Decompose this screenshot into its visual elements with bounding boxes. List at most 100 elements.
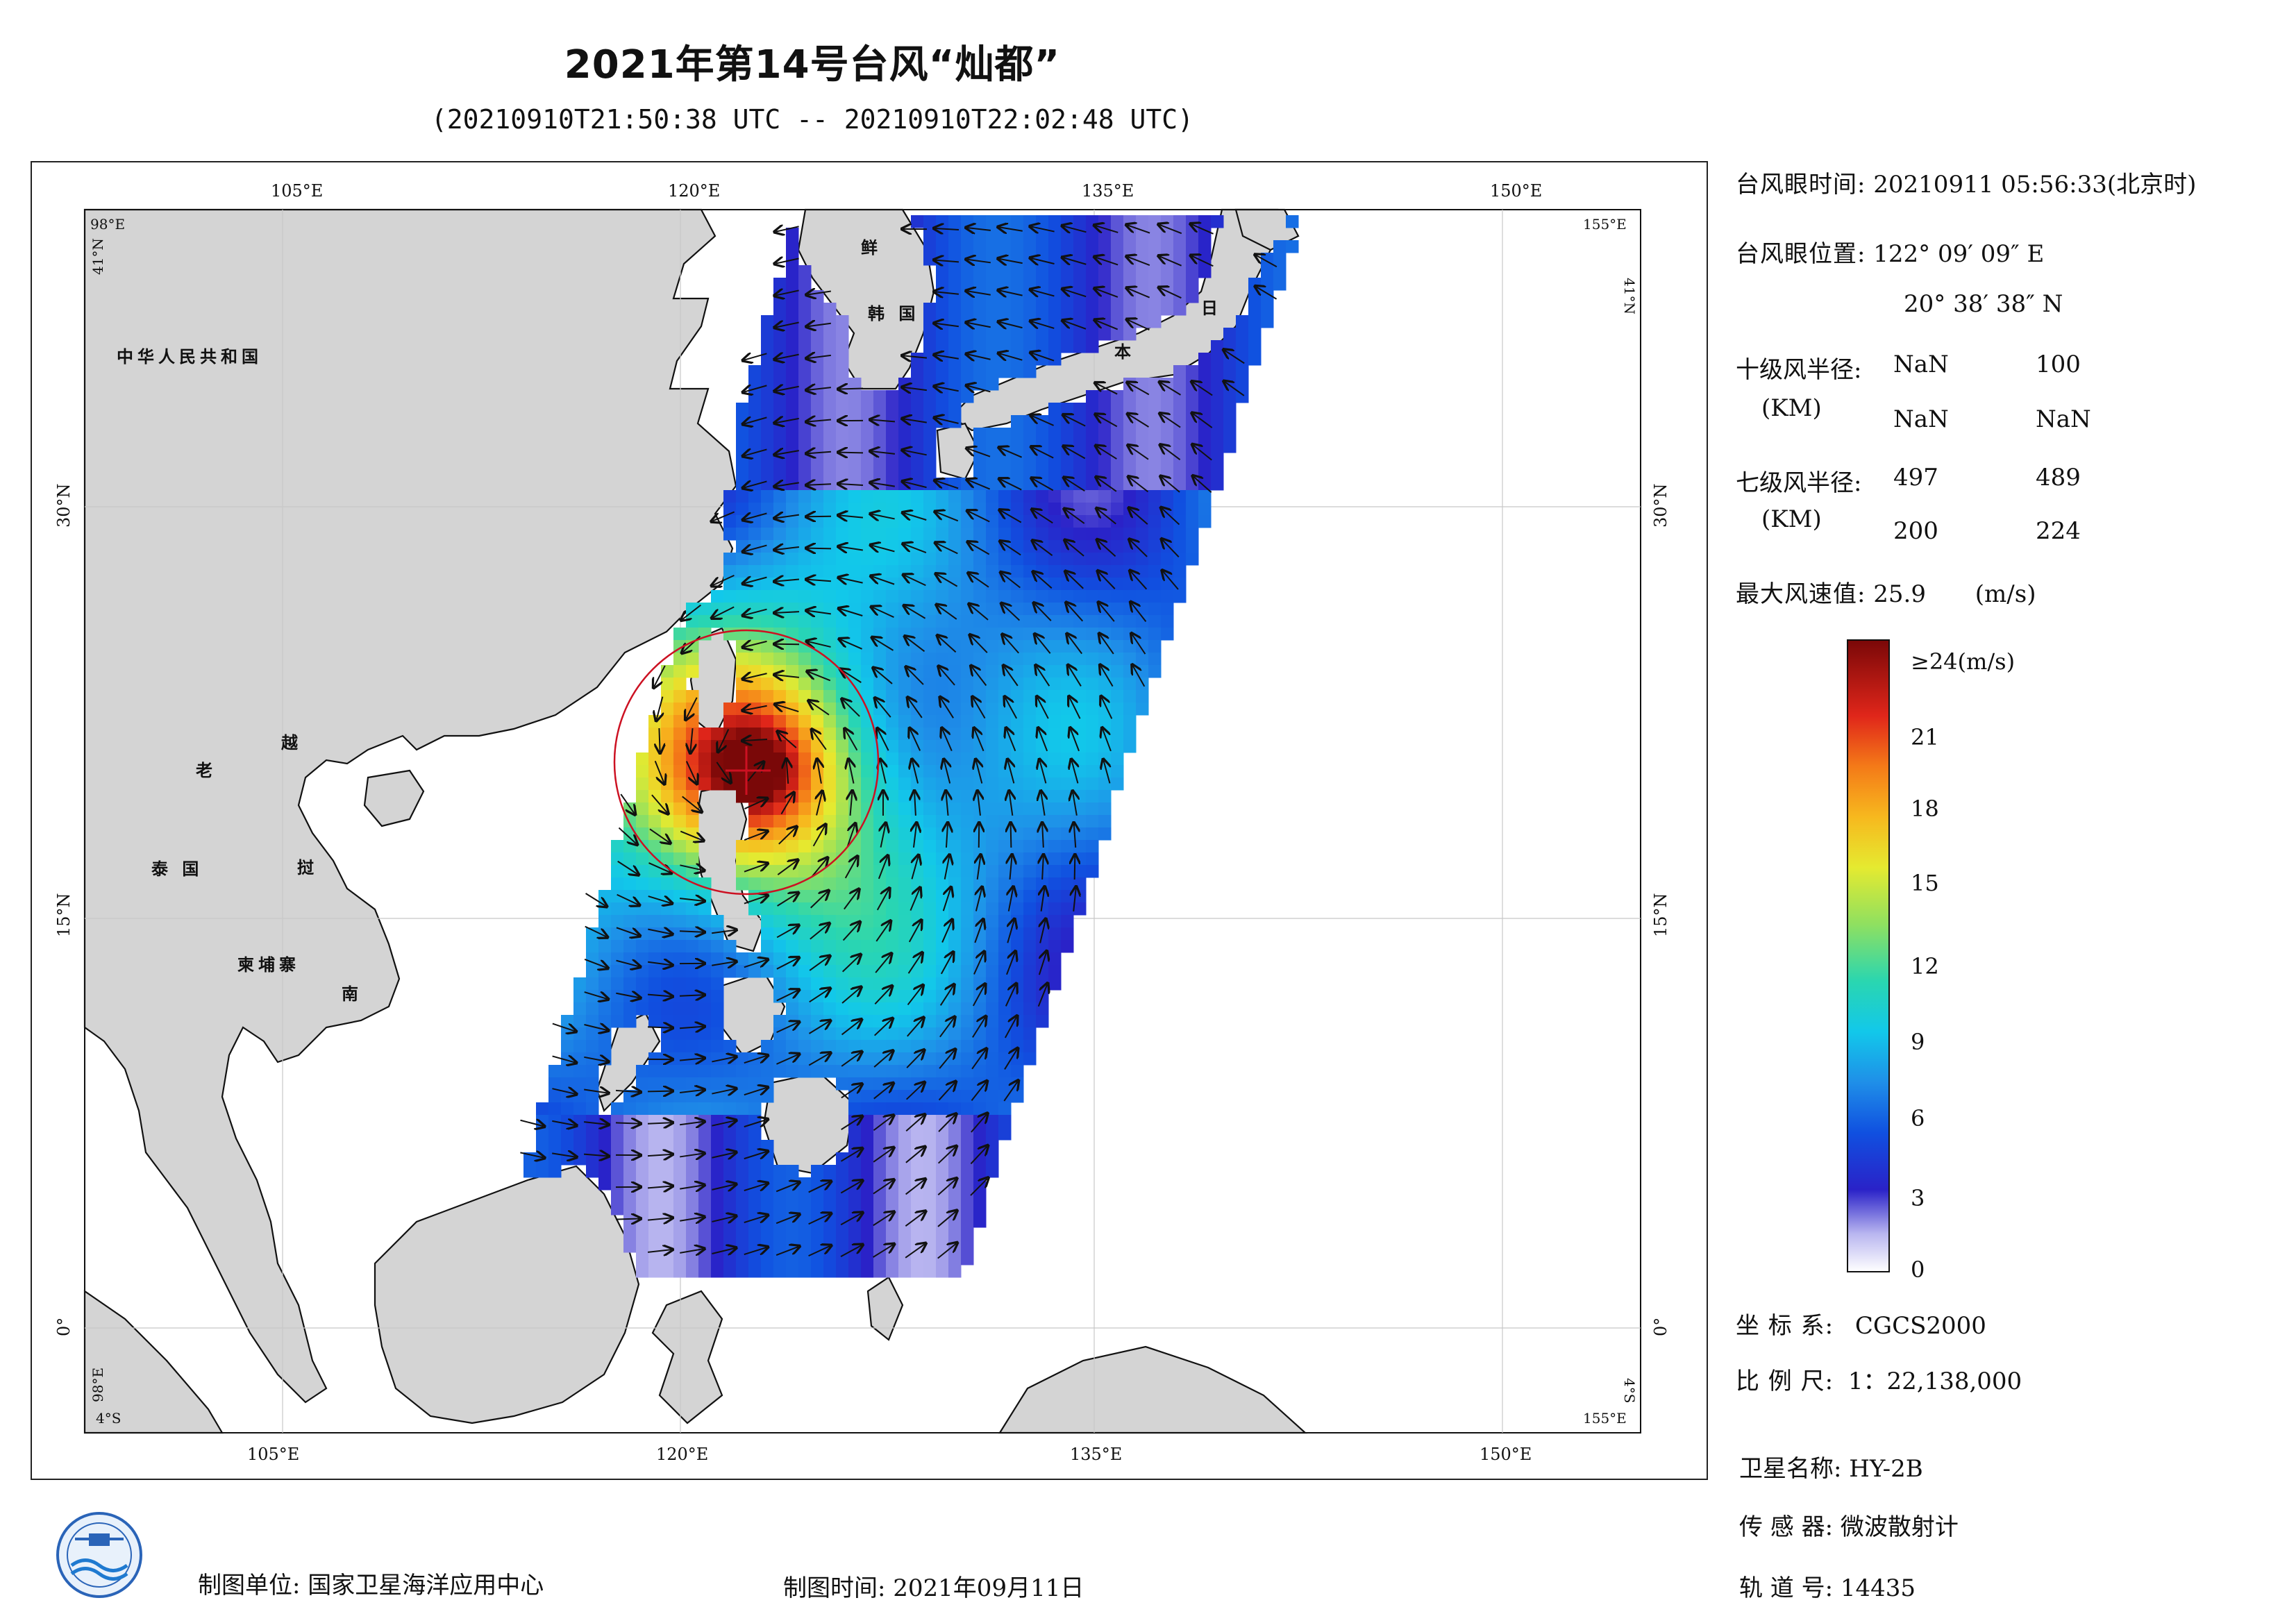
wind-speed-cell xyxy=(861,1015,874,1028)
wind-speed-cell xyxy=(911,390,924,403)
wind-speed-cell xyxy=(898,390,912,403)
wind-speed-cell xyxy=(898,990,912,1003)
wind-speed-cell xyxy=(1011,453,1024,466)
wind-speed-cell xyxy=(898,615,912,628)
wind-arrow xyxy=(647,1122,671,1124)
wind-speed-cell xyxy=(723,728,737,741)
wind-speed-cell xyxy=(1111,453,1124,466)
wind-speed-cell xyxy=(923,840,937,853)
wind-speed-cell xyxy=(986,890,999,903)
wind-arrow xyxy=(1096,226,1118,233)
wind-speed-cell xyxy=(923,915,937,928)
wind-speed-cell xyxy=(811,553,824,566)
wind-speed-cell xyxy=(998,1015,1012,1028)
wind-speed-cell xyxy=(1036,528,1049,541)
wind-speed-cell xyxy=(761,1140,774,1153)
wind-speed-cell xyxy=(1086,690,1099,703)
wind-speed-cell xyxy=(848,1190,862,1203)
wind-arrow xyxy=(712,930,735,934)
wind-speed-cell xyxy=(811,840,824,853)
wind-speed-cell xyxy=(1136,603,1149,616)
wind-speed-cell xyxy=(736,590,749,603)
wind-arrow xyxy=(1128,320,1150,331)
wind-speed-cell xyxy=(923,940,937,953)
wind-speed-cell xyxy=(748,365,762,378)
wind-arrow xyxy=(807,516,832,517)
wind-arrow xyxy=(680,1217,703,1221)
wind-speed-cell xyxy=(1023,665,1037,678)
wind-speed-cell xyxy=(661,877,674,891)
wind-speed-cell xyxy=(786,340,799,353)
wind-speed-cell xyxy=(1273,278,1287,291)
wind-speed-cell xyxy=(1236,328,1249,341)
wind-speed-cell xyxy=(861,1190,874,1203)
wind-speed-cell xyxy=(1186,403,1199,416)
wind-speed-cell xyxy=(798,1215,812,1228)
wind-speed-cell xyxy=(986,590,999,603)
wind-speed-cell xyxy=(798,290,812,303)
wind-arrow xyxy=(812,825,826,847)
wind-speed-cell xyxy=(923,453,937,466)
wind-arrow xyxy=(841,1085,861,1099)
wind-speed-cell xyxy=(648,1077,662,1091)
wind-speed-cell xyxy=(911,353,924,366)
wind-speed-cell xyxy=(948,902,962,916)
r10-value-2: 100 xyxy=(2036,351,2081,378)
wind-speed-cell xyxy=(548,1090,562,1103)
wind-speed-cell xyxy=(923,715,937,728)
wind-speed-cell xyxy=(836,777,849,791)
wind-speed-cell xyxy=(823,1052,837,1066)
wind-speed-cell xyxy=(936,390,949,403)
wind-speed-cell xyxy=(1173,390,1187,403)
wind-speed-cell xyxy=(1086,540,1099,553)
wind-speed-cell xyxy=(673,1140,687,1153)
wind-speed-cell xyxy=(698,1127,712,1141)
wind-speed-cell xyxy=(698,1190,712,1203)
wind-speed-cell xyxy=(998,927,1012,941)
wind-speed-cell xyxy=(1123,415,1137,428)
wind-speed-cell xyxy=(998,840,1012,853)
wind-speed-cell xyxy=(986,290,999,303)
wind-speed-cell xyxy=(873,690,887,703)
wind-speed-cell xyxy=(1111,653,1124,666)
wind-arrow xyxy=(1130,540,1148,557)
wind-speed-cell xyxy=(1198,403,1212,416)
wind-speed-cell xyxy=(1048,865,1062,878)
wind-speed-cell xyxy=(886,1002,899,1016)
wind-speed-cell xyxy=(986,240,999,253)
wind-arrow xyxy=(1128,257,1150,267)
wind-speed-cell xyxy=(1098,278,1112,291)
wind-speed-cell xyxy=(961,1215,974,1228)
wind-speed-cell xyxy=(773,752,787,766)
wind-speed-cell xyxy=(673,1252,687,1265)
wind-speed-cell xyxy=(898,1052,912,1066)
wind-speed-cell xyxy=(1023,1002,1037,1016)
wind-speed-cell xyxy=(923,815,937,828)
wind-speed-cell xyxy=(773,915,787,928)
wind-speed-cell xyxy=(1211,428,1224,441)
wind-arrow xyxy=(583,1154,607,1157)
wind-speed-cell xyxy=(586,1027,599,1041)
wind-speed-cell xyxy=(811,490,824,503)
wind-speed-cell xyxy=(936,253,949,266)
wind-speed-cell xyxy=(811,977,824,991)
wind-arrow xyxy=(1225,382,1245,396)
wind-speed-cell xyxy=(748,390,762,403)
wind-speed-cell xyxy=(1036,690,1049,703)
wind-speed-cell xyxy=(1061,265,1074,278)
wind-speed-cell xyxy=(786,415,799,428)
wind-arrow xyxy=(1128,288,1150,298)
wind-speed-cell xyxy=(673,1065,687,1078)
wind-speed-cell xyxy=(986,365,999,378)
wind-arrow xyxy=(776,705,799,712)
wind-speed-cell xyxy=(948,1252,962,1265)
wind-arrow xyxy=(1069,666,1082,687)
wind-speed-cell xyxy=(823,303,837,316)
wind-speed-cell xyxy=(748,728,762,741)
wind-speed-cell xyxy=(1173,378,1187,391)
label-cambodia: 柬埔寨 xyxy=(237,955,300,975)
wind-speed-cell xyxy=(961,1127,974,1141)
wind-speed-cell xyxy=(586,1090,599,1103)
wind-arrow xyxy=(816,792,822,816)
date-value: 2021年09月11日 xyxy=(893,1574,1084,1602)
